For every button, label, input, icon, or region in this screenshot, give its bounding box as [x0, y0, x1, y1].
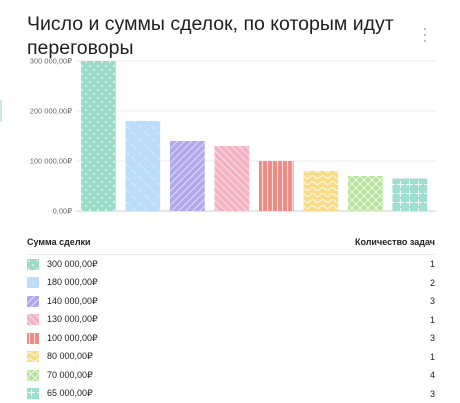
legend-swatch: [27, 258, 39, 270]
legend-swatch: [27, 295, 39, 307]
legend-row[interactable]: 140 000,00₽ 3: [27, 292, 435, 311]
legend-count: 3: [429, 333, 435, 344]
bar-pattern: [125, 121, 161, 211]
legend-swatch-pattern: [27, 369, 39, 381]
legend-count: 3: [429, 388, 435, 399]
column-amount[interactable]: Сумма сделки: [27, 237, 91, 247]
legend-swatch-pattern: [27, 295, 39, 307]
legend-table: Сумма сделки Количество задач 300 000,00…: [27, 230, 435, 403]
y-tick-label: 200 000,00₽: [30, 107, 73, 116]
legend-amount: 65 000,00₽: [47, 388, 93, 399]
legend-row[interactable]: 130 000,00₽ 1: [27, 311, 435, 330]
legend-count: 3: [429, 296, 435, 307]
legend-swatch: [27, 388, 39, 400]
legend-amount: 140 000,00₽: [47, 295, 98, 306]
legend-row[interactable]: 100 000,00₽ 3: [27, 329, 435, 348]
legend-count: 1: [429, 259, 435, 270]
legend-row[interactable]: 80 000,00₽ 1: [27, 348, 435, 367]
legend-row[interactable]: 300 000,00₽ 1: [27, 255, 435, 274]
legend-header: Сумма сделки Количество задач: [27, 230, 435, 255]
legend-swatch-pattern: [27, 332, 39, 344]
legend-count: 2: [429, 277, 435, 288]
legend-amount: 70 000,00₽: [47, 369, 93, 380]
legend-swatch: [27, 369, 39, 381]
legend-swatch: [27, 351, 39, 363]
bar-pattern: [214, 146, 250, 211]
page-title: Число и суммы сделок, по которым идут пе…: [27, 13, 394, 59]
legend-amount: 80 000,00₽: [47, 351, 93, 362]
legend-swatch: [27, 332, 39, 344]
legend-count: 4: [429, 370, 435, 381]
legend-amount: 300 000,00₽: [47, 258, 98, 269]
legend-swatch-pattern: [27, 314, 39, 326]
legend-swatch: [27, 314, 39, 326]
bar[interactable]: [392, 178, 428, 212]
bar-pattern: [392, 178, 428, 211]
side-accent: [0, 100, 2, 122]
legend-count: 1: [429, 351, 435, 362]
bar[interactable]: [81, 61, 116, 211]
bar[interactable]: [214, 146, 250, 211]
more-vertical-icon[interactable]: [421, 28, 429, 42]
legend-amount: 180 000,00₽: [47, 277, 98, 288]
legend-row[interactable]: 180 000,00₽ 2: [27, 274, 435, 293]
legend-swatch-pattern: [27, 351, 39, 363]
y-tick-label: 100 000,00₽: [30, 157, 73, 166]
bar[interactable]: [170, 141, 205, 211]
y-tick-label: 0,00₽: [53, 207, 73, 216]
legend-swatch-pattern: [27, 277, 39, 289]
bar-pattern: [170, 141, 205, 211]
bar-pattern: [259, 161, 294, 211]
legend-row[interactable]: 65 000,00₽ 3: [27, 385, 435, 403]
legend-swatch-pattern: [27, 258, 39, 270]
bar[interactable]: [348, 176, 383, 211]
legend-amount: 100 000,00₽: [47, 332, 98, 343]
bar[interactable]: [303, 171, 339, 211]
bar[interactable]: [259, 161, 294, 211]
legend-swatch: [27, 277, 39, 289]
bar-pattern: [81, 61, 116, 211]
legend-count: 1: [429, 314, 435, 325]
legend-swatch-pattern: [27, 388, 39, 400]
y-tick-label: 300 000,00₽: [30, 57, 73, 66]
bar-pattern: [348, 176, 383, 211]
legend-row[interactable]: 70 000,00₽ 4: [27, 366, 435, 385]
column-count[interactable]: Количество задач: [354, 237, 435, 247]
bar-pattern: [303, 171, 339, 211]
bar-chart: 0,00₽ 100 000,00₽ 200 000,00₽ 300 000,00₽: [30, 57, 436, 216]
bar[interactable]: [125, 121, 161, 211]
legend-rows: 300 000,00₽ 1 180 000,00₽ 2 140 000,00₽ 3 130 …: [27, 255, 435, 403]
legend-amount: 130 000,00₽: [47, 314, 98, 325]
